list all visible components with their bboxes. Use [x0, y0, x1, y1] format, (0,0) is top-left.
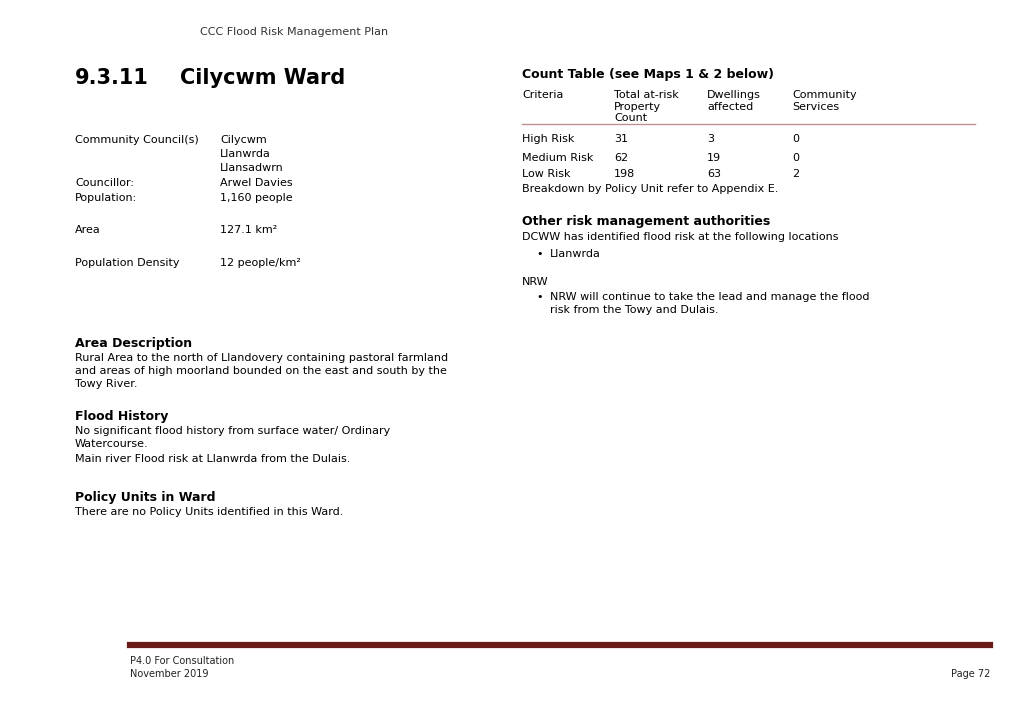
Text: •: •	[535, 249, 542, 259]
Text: 198: 198	[613, 169, 635, 179]
Text: Other risk management authorities: Other risk management authorities	[522, 215, 769, 228]
Text: NRW: NRW	[522, 277, 548, 287]
Text: P4.0 For Consultation: P4.0 For Consultation	[129, 656, 234, 666]
Text: Medium Risk: Medium Risk	[522, 153, 593, 163]
Text: 127.1 km²: 127.1 km²	[220, 225, 277, 235]
Text: and areas of high moorland bounded on the east and south by the: and areas of high moorland bounded on th…	[75, 366, 446, 376]
Text: High Risk: High Risk	[522, 134, 574, 144]
Text: Councillor:: Councillor:	[75, 178, 133, 188]
Text: Arwel Davies: Arwel Davies	[220, 178, 292, 188]
Text: 1,160 people: 1,160 people	[220, 193, 292, 203]
Text: •: •	[535, 292, 542, 302]
Text: 0: 0	[791, 153, 798, 163]
Text: Llanwrda: Llanwrda	[220, 149, 271, 159]
Text: Area Description: Area Description	[75, 337, 192, 350]
Text: Page 72: Page 72	[950, 669, 989, 679]
Text: 9.3.11: 9.3.11	[75, 68, 149, 88]
Text: Count Table (see Maps 1 & 2 below): Count Table (see Maps 1 & 2 below)	[522, 68, 773, 81]
Text: Flood History: Flood History	[75, 410, 168, 423]
Text: Population:: Population:	[75, 193, 138, 203]
Text: 62: 62	[613, 153, 628, 163]
Text: 63: 63	[706, 169, 720, 179]
Text: Main river Flood risk at Llanwrda from the Dulais.: Main river Flood risk at Llanwrda from t…	[75, 454, 351, 464]
Text: Low Risk: Low Risk	[522, 169, 570, 179]
Text: 19: 19	[706, 153, 720, 163]
Text: Area: Area	[75, 225, 101, 235]
Text: Watercourse.: Watercourse.	[75, 439, 149, 449]
Text: Towy River.: Towy River.	[75, 379, 138, 389]
Text: Population Density: Population Density	[75, 258, 179, 268]
Text: No significant flood history from surface water/ Ordinary: No significant flood history from surfac…	[75, 426, 390, 436]
Text: Cilycwm: Cilycwm	[220, 135, 267, 145]
Text: DCWW has identified flood risk at the following locations: DCWW has identified flood risk at the fo…	[522, 232, 838, 242]
Text: 31: 31	[613, 134, 628, 144]
Text: Criteria: Criteria	[522, 90, 562, 100]
Text: 3: 3	[706, 134, 713, 144]
Text: Dwellings
affected: Dwellings affected	[706, 90, 760, 112]
Text: Policy Units in Ward: Policy Units in Ward	[75, 491, 215, 504]
Text: Llansadwrn: Llansadwrn	[220, 163, 283, 173]
Text: There are no Policy Units identified in this Ward.: There are no Policy Units identified in …	[75, 507, 343, 517]
Text: Breakdown by Policy Unit refer to Appendix E.: Breakdown by Policy Unit refer to Append…	[522, 184, 777, 194]
Text: Rural Area to the north of Llandovery containing pastoral farmland: Rural Area to the north of Llandovery co…	[75, 353, 447, 363]
Text: 2: 2	[791, 169, 798, 179]
Text: NRW will continue to take the lead and manage the flood: NRW will continue to take the lead and m…	[549, 292, 868, 302]
Text: November 2019: November 2019	[129, 669, 208, 679]
Text: Total at-risk
Property
Count: Total at-risk Property Count	[613, 90, 678, 123]
Text: risk from the Towy and Dulais.: risk from the Towy and Dulais.	[549, 305, 717, 315]
Text: 0: 0	[791, 134, 798, 144]
Text: Community Council(s): Community Council(s)	[75, 135, 199, 145]
Text: Cilycwm Ward: Cilycwm Ward	[179, 68, 344, 88]
Text: Llanwrda: Llanwrda	[549, 249, 600, 259]
Text: CCC Flood Risk Management Plan: CCC Flood Risk Management Plan	[200, 27, 388, 37]
Text: Community
Services: Community Services	[791, 90, 856, 112]
Text: 12 people/km²: 12 people/km²	[220, 258, 301, 268]
